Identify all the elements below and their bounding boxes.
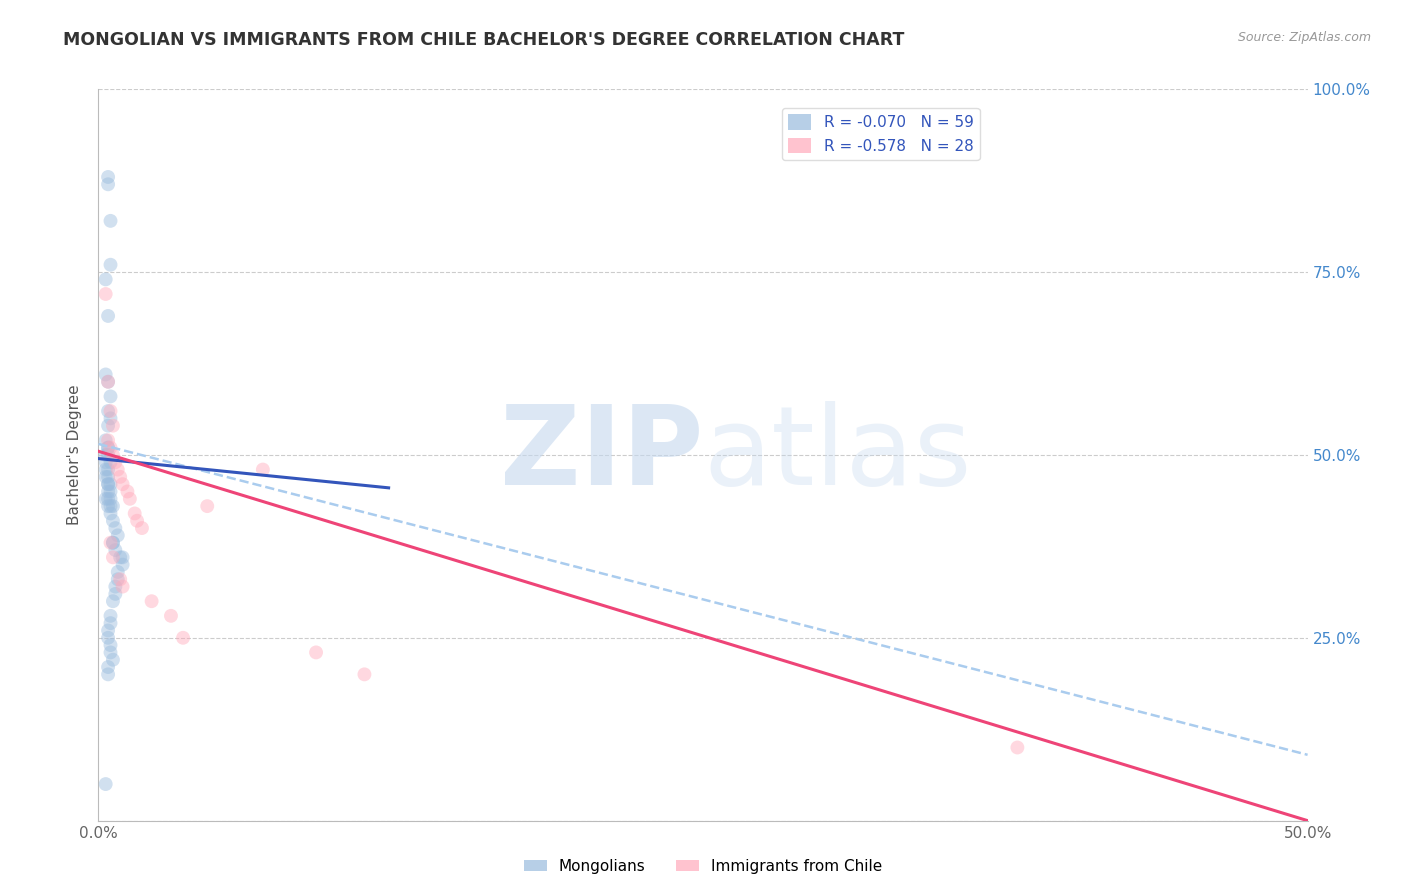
- Point: [305, 645, 328, 659]
- Point: [101, 550, 124, 565]
- Point: [100, 535, 122, 549]
- Point: [100, 491, 122, 506]
- Point: [127, 514, 149, 528]
- Point: [100, 499, 122, 513]
- Point: [111, 558, 134, 572]
- Point: [141, 594, 163, 608]
- Point: [97, 499, 120, 513]
- Point: [94, 368, 117, 382]
- Point: [100, 214, 122, 228]
- Point: [107, 528, 129, 542]
- Point: [104, 543, 127, 558]
- Point: [94, 287, 117, 301]
- Point: [100, 411, 122, 425]
- Point: [108, 572, 131, 586]
- Point: [100, 484, 122, 499]
- Point: [97, 631, 120, 645]
- Point: [100, 389, 122, 403]
- Y-axis label: Bachelor's Degree: Bachelor's Degree: [67, 384, 83, 525]
- Point: [107, 572, 129, 586]
- Point: [97, 667, 120, 681]
- Point: [160, 608, 183, 623]
- Point: [97, 462, 120, 476]
- Point: [97, 477, 120, 491]
- Point: [97, 441, 120, 455]
- Text: ZIP: ZIP: [499, 401, 703, 508]
- Point: [111, 477, 134, 491]
- Point: [107, 565, 129, 579]
- Point: [100, 441, 122, 455]
- Point: [97, 375, 120, 389]
- Point: [94, 462, 117, 476]
- Point: [100, 258, 122, 272]
- Point: [101, 514, 124, 528]
- Point: [108, 550, 131, 565]
- Point: [97, 169, 120, 184]
- Point: [97, 484, 120, 499]
- Point: [97, 309, 120, 323]
- Point: [97, 441, 120, 455]
- Point: [118, 491, 141, 506]
- Point: [101, 448, 124, 462]
- Point: [172, 631, 194, 645]
- Point: [97, 178, 120, 192]
- Point: [97, 375, 120, 389]
- Point: [104, 455, 127, 469]
- Point: [100, 477, 122, 491]
- Point: [101, 418, 124, 433]
- Point: [104, 587, 127, 601]
- Point: [100, 638, 122, 652]
- Point: [101, 535, 124, 549]
- Point: [101, 653, 124, 667]
- Point: [94, 448, 117, 462]
- Point: [97, 491, 120, 506]
- Text: atlas: atlas: [703, 401, 972, 508]
- Point: [101, 535, 124, 549]
- Text: Source: ZipAtlas.com: Source: ZipAtlas.com: [1237, 31, 1371, 45]
- Point: [94, 470, 117, 484]
- Point: [117, 484, 139, 499]
- Point: [101, 594, 124, 608]
- Point: [94, 455, 117, 469]
- Point: [111, 580, 134, 594]
- Point: [131, 521, 153, 535]
- Point: [100, 616, 122, 631]
- Legend: Mongolians, Immigrants from Chile: Mongolians, Immigrants from Chile: [517, 853, 889, 880]
- Text: MONGOLIAN VS IMMIGRANTS FROM CHILE BACHELOR'S DEGREE CORRELATION CHART: MONGOLIAN VS IMMIGRANTS FROM CHILE BACHE…: [63, 31, 904, 49]
- Point: [94, 434, 117, 448]
- Point: [252, 462, 274, 476]
- Point: [94, 777, 117, 791]
- Point: [97, 448, 120, 462]
- Point: [97, 470, 120, 484]
- Point: [97, 404, 120, 418]
- Point: [97, 477, 120, 491]
- Point: [100, 507, 122, 521]
- Point: [100, 645, 122, 659]
- Point: [100, 608, 122, 623]
- Point: [104, 521, 127, 535]
- Point: [353, 667, 375, 681]
- Point: [97, 624, 120, 638]
- Point: [104, 580, 127, 594]
- Point: [97, 434, 120, 448]
- Point: [97, 660, 120, 674]
- Point: [97, 418, 120, 433]
- Point: [94, 491, 117, 506]
- Legend: R = -0.070   N = 59, R = -0.578   N = 28: R = -0.070 N = 59, R = -0.578 N = 28: [782, 108, 980, 160]
- Point: [101, 499, 124, 513]
- Point: [100, 455, 122, 469]
- Point: [100, 404, 122, 418]
- Point: [107, 462, 129, 476]
- Point: [124, 507, 146, 521]
- Point: [108, 470, 131, 484]
- Point: [1007, 740, 1029, 755]
- Point: [94, 272, 117, 286]
- Point: [195, 499, 218, 513]
- Point: [111, 550, 134, 565]
